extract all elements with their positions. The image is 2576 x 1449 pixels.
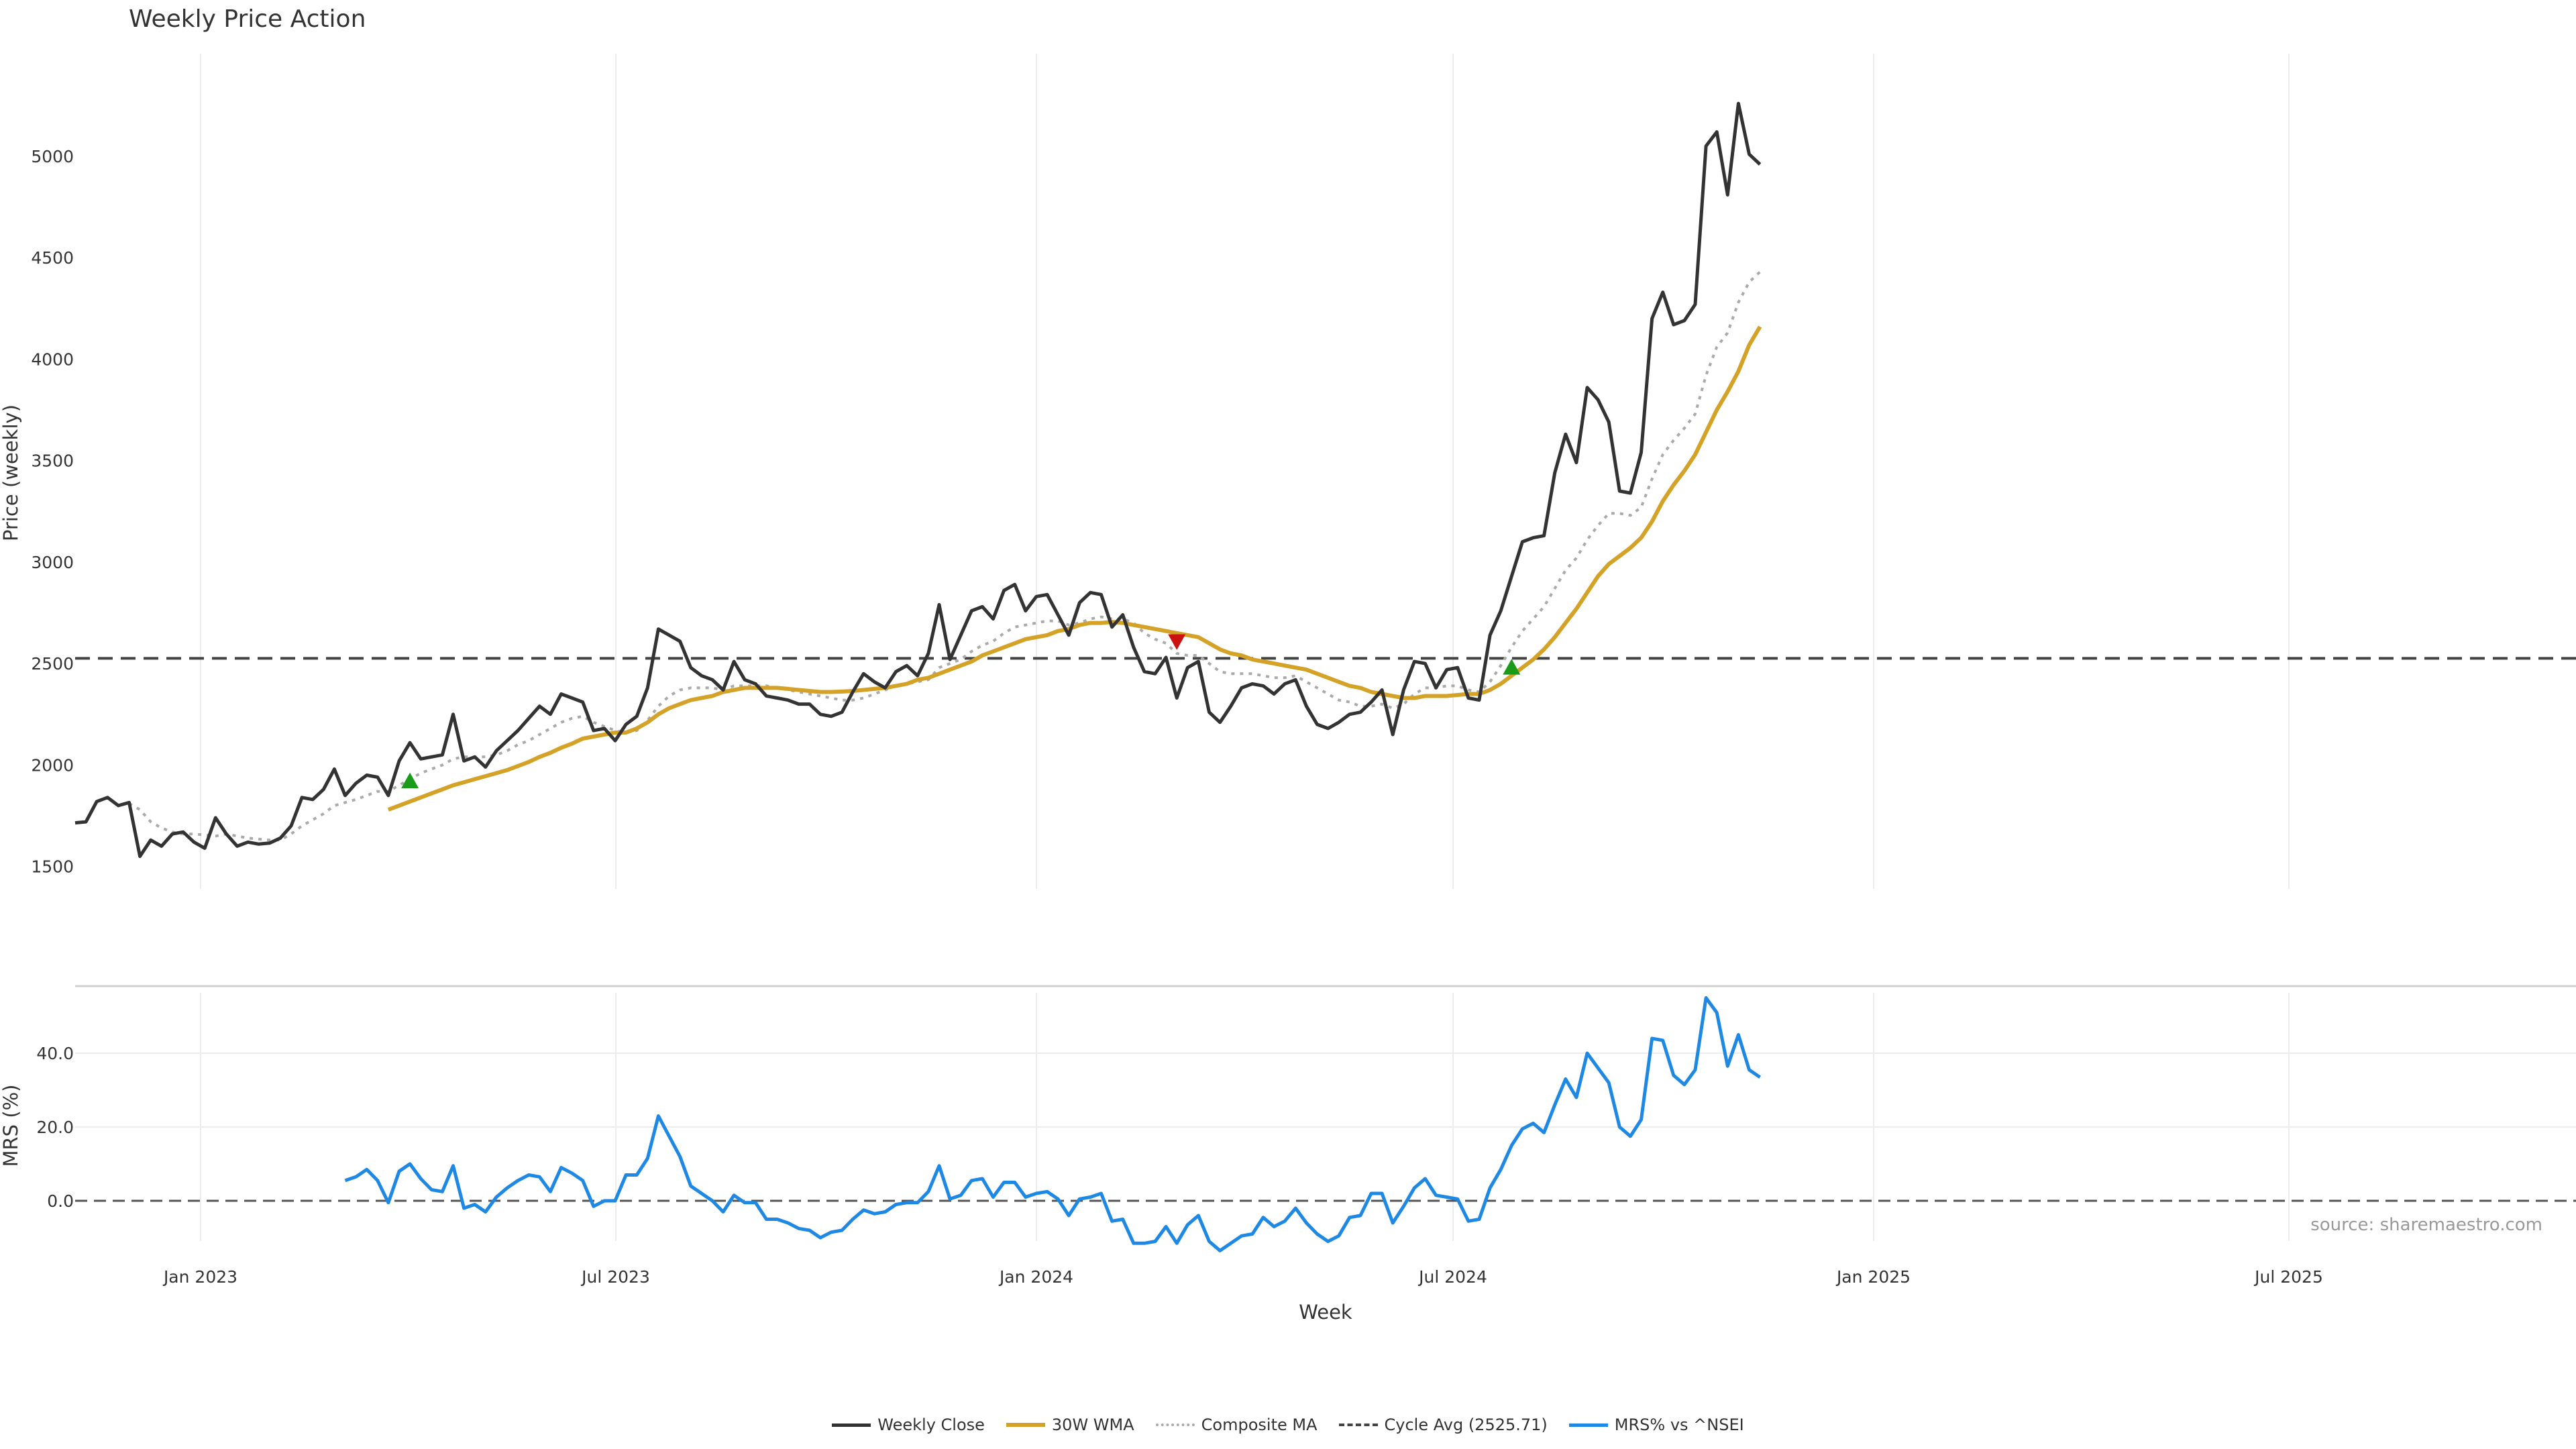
mrs-y-tick-labels: 0.0 20.0 40.0 — [36, 1044, 74, 1211]
legend-swatch-cycle-avg — [1338, 1424, 1378, 1426]
chart-legend: Weekly Close 30W WMA Composite MA Cycle … — [0, 1415, 2576, 1434]
legend-label-composite: Composite MA — [1201, 1415, 1318, 1434]
legend-label-weekly-close: Weekly Close — [877, 1415, 985, 1434]
price-y-tick-label: 1500 — [31, 857, 74, 877]
price-y-tick-label: 4000 — [31, 350, 74, 369]
legend-item-mrs: MRS% vs ^NSEI — [1568, 1415, 1744, 1434]
buy-signal-marker — [401, 772, 419, 788]
price-y-tick-label: 2500 — [31, 654, 74, 674]
mrs-y-tick-label: 40.0 — [36, 1044, 74, 1063]
mrs-panel-grid — [75, 993, 2576, 1241]
price-y-tick-label: 2000 — [31, 755, 74, 775]
mrs-y-axis-label: MRS (%) — [0, 1085, 22, 1167]
composite-ma-series — [128, 270, 1761, 842]
price-y-axis-label: Price (weekly) — [0, 405, 22, 541]
legend-item-composite: Composite MA — [1155, 1415, 1318, 1434]
x-tick-label: Jan 2025 — [1835, 1267, 1911, 1287]
legend-item-cycle-avg: Cycle Avg (2525.71) — [1338, 1415, 1548, 1434]
price-y-tick-labels: 1500 2000 2500 3000 3500 4000 4500 5000 — [31, 147, 74, 877]
legend-swatch-weekly-close — [832, 1423, 871, 1427]
legend-swatch-wma — [1006, 1423, 1045, 1427]
legend-label-mrs: MRS% vs ^NSEI — [1614, 1415, 1744, 1434]
mrs-y-tick-label: 20.0 — [36, 1118, 74, 1137]
x-tick-label: Jan 2023 — [162, 1267, 237, 1287]
x-axis-label: Week — [1299, 1301, 1352, 1324]
price-y-tick-label: 4500 — [31, 248, 74, 268]
legend-swatch-mrs — [1568, 1423, 1608, 1427]
sell-signal-marker — [1168, 634, 1186, 650]
weekly-close-series — [74, 101, 1762, 858]
legend-item-wma: 30W WMA — [1006, 1415, 1134, 1434]
price-y-tick-label: 3000 — [31, 553, 74, 572]
legend-swatch-composite — [1155, 1424, 1195, 1426]
wma-series — [387, 325, 1762, 812]
signal-markers — [401, 634, 1521, 788]
price-y-tick-label: 5000 — [31, 147, 74, 166]
price-y-tick-label: 3500 — [31, 451, 74, 471]
x-tick-labels: Jan 2023 Jul 2023 Jan 2024 Jul 2024 Jan 2025… — [162, 1267, 2323, 1287]
legend-label-cycle-avg: Cycle Avg (2525.71) — [1384, 1415, 1548, 1434]
buy-signal-marker — [1503, 659, 1521, 675]
legend-label-wma: 30W WMA — [1051, 1415, 1134, 1434]
mrs-series — [344, 996, 1762, 1252]
x-tick-label: Jul 2025 — [2253, 1267, 2323, 1287]
legend-item-weekly-close: Weekly Close — [832, 1415, 985, 1434]
price-mrs-chart: Weekly Price Action 1500 2000 2500 3000 3500… — [0, 5, 2576, 1324]
chart-title: Weekly Price Action — [129, 5, 366, 33]
mrs-y-tick-label: 0.0 — [47, 1191, 74, 1211]
source-note: source: sharemaestro.com — [2310, 1215, 2542, 1235]
price-panel-grid — [200, 54, 2290, 889]
x-tick-label: Jan 2024 — [998, 1267, 1073, 1287]
x-tick-label: Jul 2024 — [1417, 1267, 1487, 1287]
x-tick-label: Jul 2023 — [580, 1267, 650, 1287]
